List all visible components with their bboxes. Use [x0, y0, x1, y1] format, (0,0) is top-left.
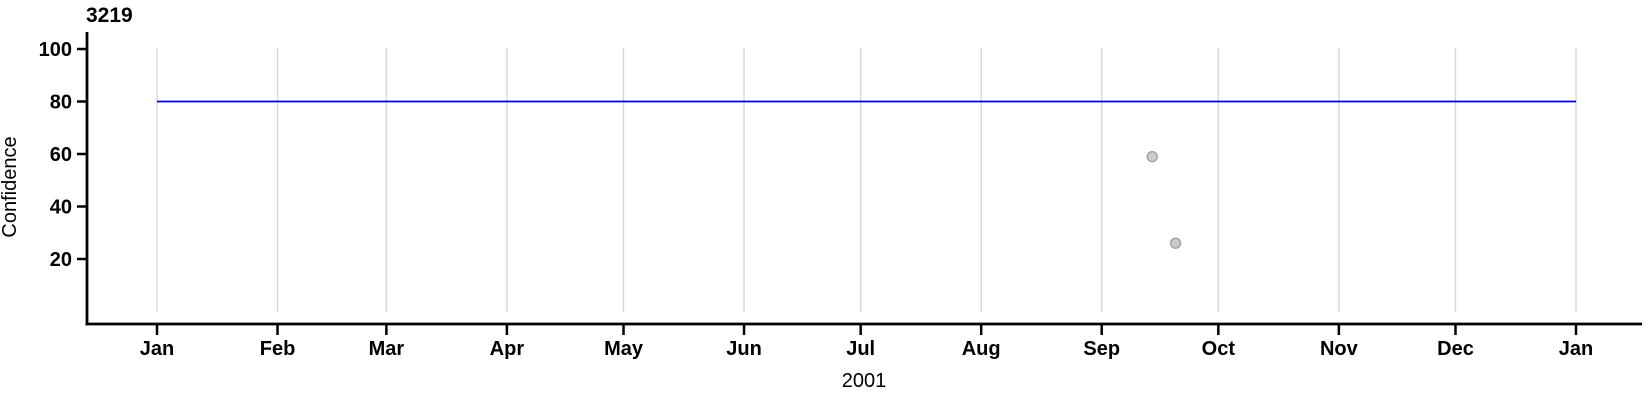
- x-tick-label: Jun: [726, 338, 762, 360]
- x-axis-label: 2001: [842, 370, 887, 392]
- x-tick-label: Mar: [369, 338, 405, 360]
- axes: Jan Feb Mar Apr May Jun Jul Aug Sep Oct Nov Dec Jan 2…: [39, 32, 1642, 360]
- y-tick-label: 80: [50, 92, 72, 114]
- x-tick-label: Sep: [1083, 338, 1120, 360]
- scatter-point: [1169, 237, 1182, 249]
- x-tick-label: Jan: [140, 338, 174, 360]
- y-tick-label: 40: [50, 197, 72, 219]
- gridlines: [156, 48, 1577, 312]
- chart-title: 3219: [86, 4, 133, 27]
- y-axis-label: Confidence: [0, 136, 21, 237]
- x-tick-label: Feb: [260, 338, 296, 360]
- scatter-point: [1146, 150, 1158, 163]
- y-tick-label: 60: [50, 144, 72, 166]
- x-tick-label: Jul: [846, 338, 875, 360]
- x-tick-label: May: [604, 338, 644, 360]
- x-tick-label: Apr: [490, 338, 525, 360]
- x-tick-label: Oct: [1202, 338, 1236, 360]
- x-tick-label: Nov: [1320, 338, 1359, 360]
- x-tick-label: Aug: [962, 338, 1001, 360]
- x-tick-label: Jan: [1559, 338, 1593, 360]
- y-tick-label: 100: [39, 39, 72, 61]
- data-series: [157, 100, 1576, 249]
- x-tick-label: Dec: [1437, 338, 1474, 360]
- y-tick-label: 20: [50, 249, 72, 271]
